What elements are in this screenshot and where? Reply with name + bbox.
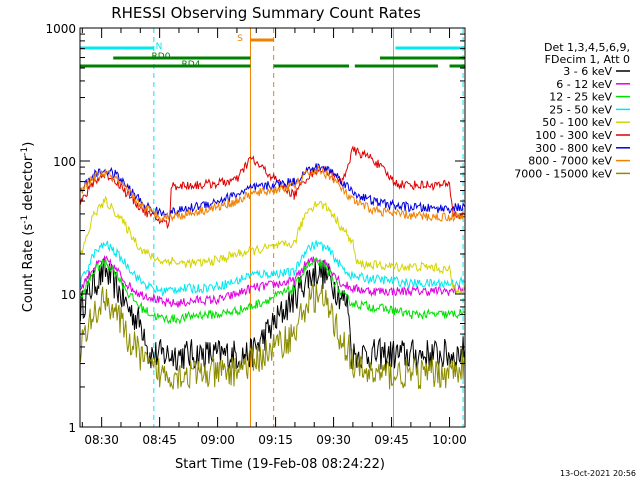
y-label-sup: -1	[20, 147, 30, 156]
series-line	[80, 254, 465, 308]
series-line	[80, 240, 465, 297]
y-label-part: Count Rate (s	[21, 224, 36, 313]
series-line	[80, 164, 465, 223]
legend: Det 1,3,4,5,6,9,FDecim 1, Att 03 - 6 keV…	[514, 41, 630, 180]
legend-header: FDecim 1, Att 0	[545, 53, 630, 66]
series-line	[80, 257, 465, 326]
y-tick-label: 10	[61, 288, 76, 302]
x-axis-label: Start Time (19-Feb-08 08:24:22)	[175, 457, 385, 472]
flag-label: RD4	[182, 60, 201, 70]
legend-label: 7000 - 15000 keV	[514, 167, 612, 180]
plot-frame	[79, 27, 466, 428]
y-tick-label: 100	[53, 155, 76, 169]
legend-header: Det 1,3,4,5,6,9,	[544, 41, 630, 54]
legend-label: 6 - 12 keV	[556, 78, 612, 91]
flag-label: N	[156, 42, 163, 52]
series-line	[80, 282, 465, 390]
x-axis: 08:30 08:45 09:00 09:15 09:30 09:45 10:00	[81, 28, 467, 447]
x-tick-label: 08:30	[84, 433, 119, 447]
legend-label: 25 - 50 keV	[549, 103, 612, 116]
flag-label: RD0	[152, 52, 171, 62]
series-line	[80, 162, 465, 219]
plot-area	[80, 28, 465, 427]
chart-title: RHESSI Observing Summary Count Rates	[111, 4, 421, 22]
y-axis-label: Count Rate (s-1 detector-1)	[20, 142, 36, 313]
series-line	[80, 256, 465, 372]
series-line	[80, 145, 465, 230]
y-tick-label: 1000	[45, 22, 76, 36]
series-line	[80, 195, 465, 294]
y-tick-label: 1	[68, 421, 76, 435]
legend-label: 50 - 100 keV	[542, 116, 612, 129]
legend-label: 3 - 6 keV	[563, 65, 612, 78]
y-label-sup: -1	[20, 215, 30, 224]
flag-label: S	[237, 34, 243, 44]
y-axis: 1 10 100 1000	[45, 22, 465, 435]
y-label-part: detector	[21, 155, 36, 215]
legend-label: 100 - 300 keV	[535, 129, 612, 142]
x-tick-label: 08:45	[142, 433, 177, 447]
x-tick-label: 09:30	[316, 433, 351, 447]
x-tick-label: 09:15	[258, 433, 293, 447]
legend-label: 800 - 7000 keV	[528, 155, 612, 168]
legend-label: 300 - 800 keV	[535, 142, 612, 155]
x-tick-label: 09:00	[200, 433, 235, 447]
x-tick-label: 10:00	[432, 433, 467, 447]
x-tick-label: 09:45	[374, 433, 409, 447]
legend-label: 12 - 25 keV	[549, 91, 612, 104]
y-label-part: )	[21, 142, 36, 147]
footer-timestamp: 13-Oct-2021 20:56	[560, 469, 636, 478]
